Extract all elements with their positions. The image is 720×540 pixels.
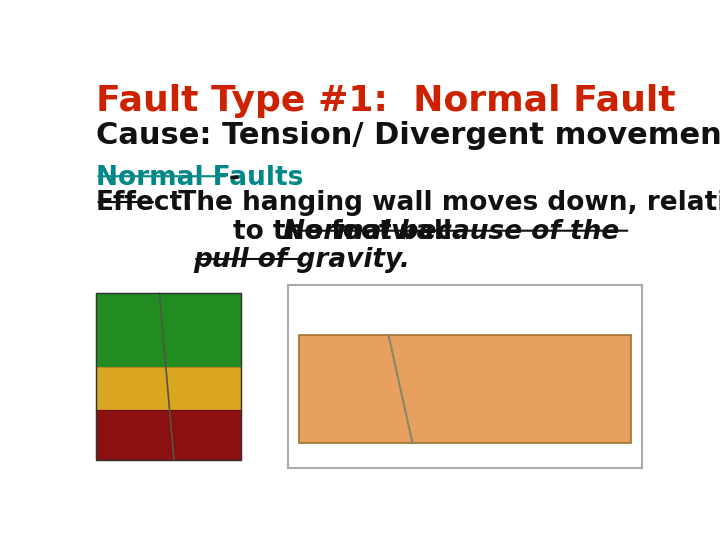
Text: Fault Type #1:  Normal Fault: Fault Type #1: Normal Fault — [96, 84, 675, 118]
Bar — [96, 293, 240, 367]
Text: Cause: Tension/ Divergent movement: Cause: Tension/ Divergent movement — [96, 121, 720, 150]
Text: -: - — [228, 165, 239, 191]
Bar — [300, 335, 631, 443]
Bar — [288, 285, 642, 468]
Text: The hanging wall moves down, relative: The hanging wall moves down, relative — [160, 191, 720, 217]
Text: Effect:: Effect: — [96, 191, 194, 217]
Text: Normal Faults: Normal Faults — [96, 165, 303, 191]
Text: to the footwall.: to the footwall. — [160, 219, 471, 245]
Bar — [300, 335, 631, 443]
Bar — [96, 293, 240, 460]
Text: Normal because of the: Normal because of the — [283, 219, 619, 245]
Bar — [96, 410, 240, 460]
Bar — [96, 367, 240, 410]
Text: pull of gravity.: pull of gravity. — [193, 247, 410, 273]
